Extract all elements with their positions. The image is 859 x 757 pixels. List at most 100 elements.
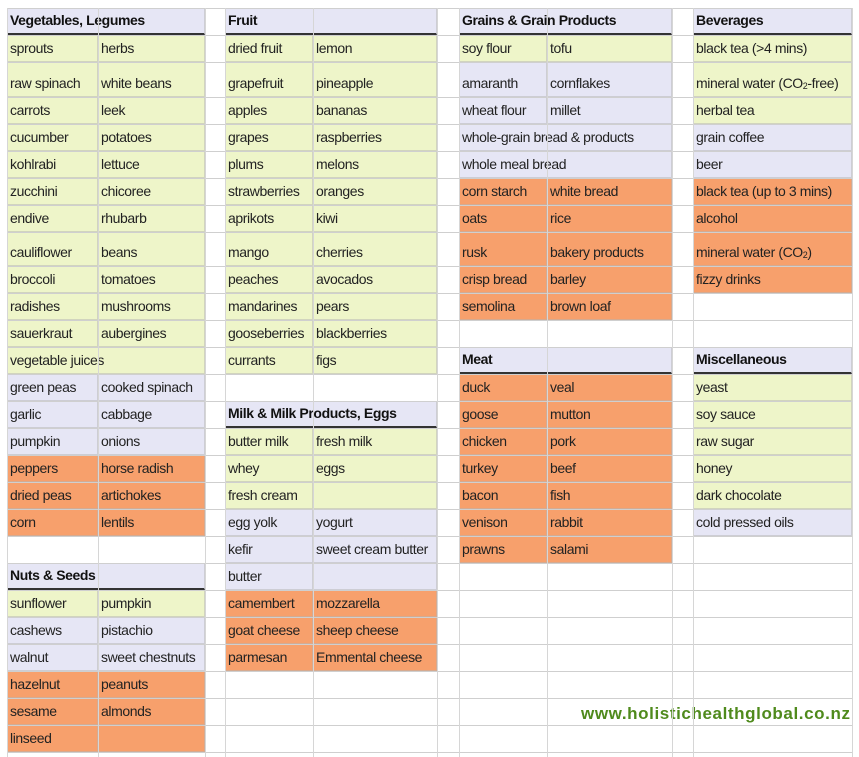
food-item: beef	[547, 455, 672, 482]
food-item: cauliflower	[7, 232, 98, 266]
food-item: kiwi	[313, 205, 437, 232]
category-header: Meat	[459, 347, 672, 374]
food-item: vegetable juices	[7, 347, 205, 374]
food-item: dried peas	[7, 482, 98, 509]
food-item-label: raw sugar	[696, 433, 754, 449]
food-item: sweet chestnuts	[98, 644, 205, 671]
food-item: broccoli	[7, 266, 98, 293]
food-item: camembert	[225, 590, 313, 617]
food-item: raspberries	[313, 124, 437, 151]
food-item: gooseberries	[225, 320, 313, 347]
food-item: almonds	[98, 698, 205, 725]
food-item: raw sugar	[693, 428, 852, 455]
food-item: rhubarb	[98, 205, 205, 232]
gridline	[7, 8, 852, 9]
food-item: mango	[225, 232, 313, 266]
subscript: 2	[802, 250, 808, 260]
food-item: dried fruit	[225, 35, 313, 62]
food-item: raw spinach	[7, 62, 98, 97]
food-item: pistachio	[98, 617, 205, 644]
food-item: butter milk	[225, 428, 313, 455]
gridline	[7, 644, 852, 645]
food-item: egg yolk	[225, 509, 313, 536]
gridline	[7, 374, 852, 375]
gridline	[7, 347, 852, 348]
subscript: 2	[802, 81, 808, 91]
food-item: honey	[693, 455, 852, 482]
gridline	[7, 563, 852, 564]
food-item: strawberries	[225, 178, 313, 205]
food-item: grapefruit	[225, 62, 313, 97]
food-item: cold pressed oils	[693, 509, 852, 536]
food-item: whole-grain bread & products	[459, 124, 672, 151]
category-header: Miscellaneous	[693, 347, 852, 374]
food-item: potatoes	[98, 124, 205, 151]
food-item: mandarines	[225, 293, 313, 320]
food-item: artichokes	[98, 482, 205, 509]
food-item: herbal tea	[693, 97, 852, 124]
gridline	[672, 8, 673, 757]
food-item: sesame	[7, 698, 98, 725]
gridline	[7, 293, 852, 294]
food-item: mineral water (CO 2 -free)	[693, 62, 852, 97]
food-item: bacon	[459, 482, 547, 509]
gridline	[7, 205, 852, 206]
food-item-label: honey	[696, 460, 733, 476]
food-item: venison	[459, 509, 547, 536]
food-item: goat cheese	[225, 617, 313, 644]
gridline	[7, 97, 852, 98]
food-item: chicken	[459, 428, 547, 455]
food-item: rabbit	[547, 509, 672, 536]
food-item: fizzy drinks	[693, 266, 852, 293]
food-item: plums	[225, 151, 313, 178]
food-item: brown loaf	[547, 293, 672, 320]
food-item: peanuts	[98, 671, 205, 698]
gridline	[693, 8, 694, 757]
food-item: turkey	[459, 455, 547, 482]
food-item: whole meal bread	[459, 151, 672, 178]
food-item: sauerkraut	[7, 320, 98, 347]
food-item: mozzarella	[313, 590, 437, 617]
food-item: rusk	[459, 232, 547, 266]
food-item: black tea (>4 mins)	[693, 35, 852, 62]
food-item: currants	[225, 347, 313, 374]
food-item: grain coffee	[693, 124, 852, 151]
food-item: cabbage	[98, 401, 205, 428]
food-item: avocados	[313, 266, 437, 293]
food-item: eggs	[313, 455, 437, 482]
food-item: yogurt	[313, 509, 437, 536]
food-item: corn	[7, 509, 98, 536]
gridline	[7, 590, 852, 591]
food-item	[98, 725, 205, 752]
gridline	[7, 455, 852, 456]
food-item-label: grain coffee	[696, 129, 765, 145]
gridline	[98, 8, 99, 757]
food-item: fresh cream	[225, 482, 313, 509]
food-item: lettuce	[98, 151, 205, 178]
gridline	[437, 8, 438, 757]
food-item: whey	[225, 455, 313, 482]
gridline	[852, 8, 853, 757]
food-item: sheep cheese	[313, 617, 437, 644]
food-item: cooked spinach	[98, 374, 205, 401]
food-item: oranges	[313, 178, 437, 205]
food-item: pumpkin	[7, 428, 98, 455]
food-item: hazelnut	[7, 671, 98, 698]
food-item: white bread	[547, 178, 672, 205]
food-item: garlic	[7, 401, 98, 428]
food-item: lentils	[98, 509, 205, 536]
gridline	[7, 428, 852, 429]
food-item: salami	[547, 536, 672, 563]
food-item: veal	[547, 374, 672, 401]
gridline	[225, 8, 226, 757]
gridline	[7, 35, 852, 36]
food-item: duck	[459, 374, 547, 401]
food-item-label: dark chocolate	[696, 487, 782, 503]
food-item: dark chocolate	[693, 482, 852, 509]
gridline	[7, 266, 852, 267]
food-item: white beans	[98, 62, 205, 97]
food-item-label: soy sauce	[696, 406, 756, 422]
food-item: bakery products	[547, 232, 672, 266]
food-item: prawns	[459, 536, 547, 563]
food-item	[313, 563, 437, 590]
